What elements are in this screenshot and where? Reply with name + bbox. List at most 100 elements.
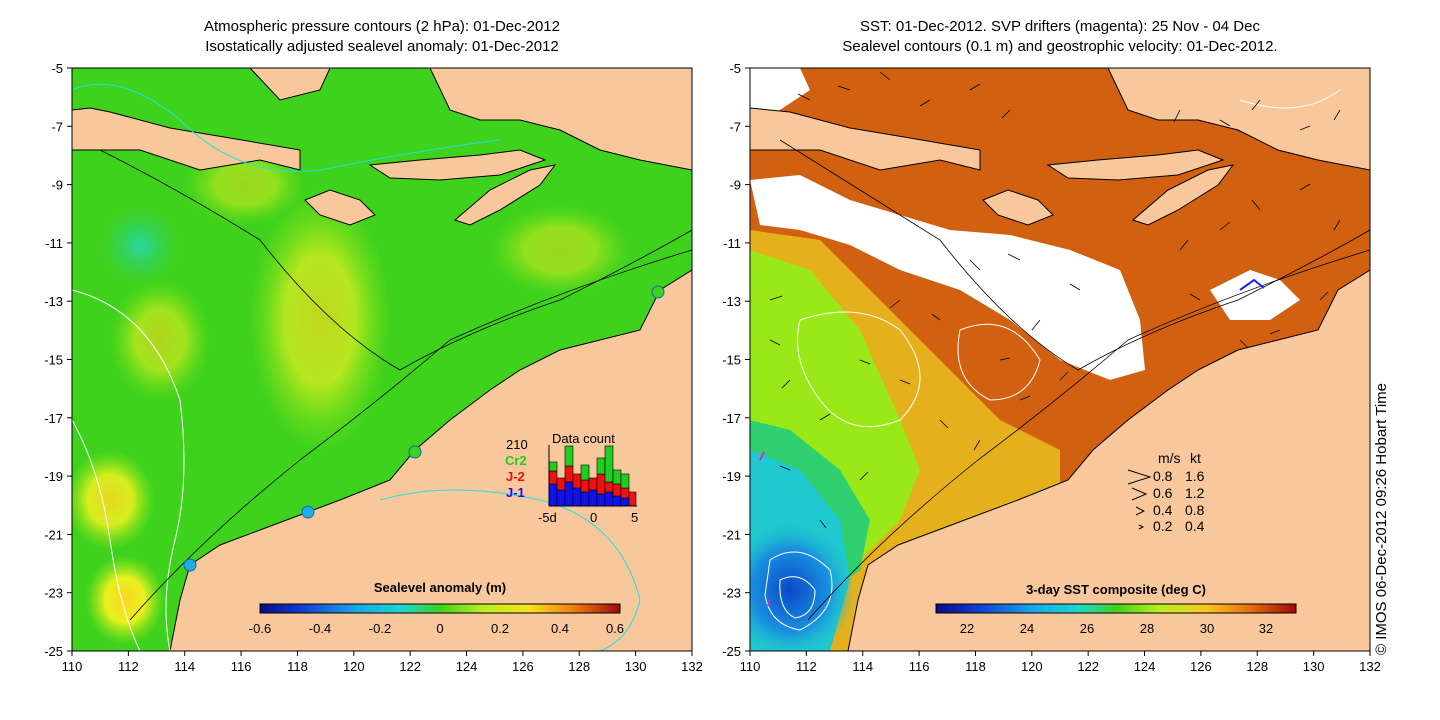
y-axis-tick-label: -15	[722, 353, 741, 368]
count-bar-cr2	[604, 445, 614, 483]
sla-colorbar-tick: 0.4	[551, 621, 569, 636]
x-axis-tick-label: 128	[568, 659, 590, 674]
svp-drifter-track	[759, 451, 771, 607]
sla-colorbar-tick: -0.2	[369, 621, 391, 636]
pressure-contour	[72, 83, 501, 172]
data-count-j1-label: J-1	[506, 485, 525, 500]
pressure-contour	[72, 289, 185, 651]
count-bar-j2	[548, 470, 558, 485]
x-axis-tick-label: 130	[625, 659, 647, 674]
sst-colorbar-tick: 26	[1080, 621, 1094, 636]
y-axis-tick-label: -11	[723, 236, 741, 251]
sla-high-patch	[85, 555, 165, 645]
sst-cloud-mask	[1210, 270, 1300, 320]
count-bar-cr2	[548, 461, 558, 472]
count-bar-j2	[588, 477, 598, 491]
y-axis-tick-label: -17	[44, 411, 63, 426]
data-count-tick-minus5: -5d	[538, 510, 557, 525]
x-axis-tick-label: 114	[174, 659, 195, 674]
data-count-j2-label: J-2	[506, 469, 525, 484]
landmass-sulawesi	[429, 68, 692, 171]
sla-colorbar-tick: 0	[436, 621, 443, 636]
x-axis-tick-label: 126	[1190, 659, 1212, 674]
count-bar-j1	[580, 491, 590, 507]
x-axis-tick-label: 118	[965, 659, 986, 674]
right-panel-title: SST: 01-Dec-2012. SVP drifters (magenta)…	[750, 17, 1370, 57]
y-axis-tick-label: -25	[722, 644, 741, 659]
x-axis-tick-label: 112	[796, 659, 817, 674]
sla-low-patch	[100, 205, 180, 285]
velocity-legend-ms: 0.6	[1153, 485, 1173, 501]
x-axis-tick-label: 132	[1359, 659, 1381, 674]
y-axis-tick-label: -19	[722, 469, 741, 484]
sla-high-patch	[490, 205, 630, 295]
y-axis-tick-label: -23	[44, 586, 63, 601]
x-axis-tick-label: 120	[343, 659, 365, 674]
count-bar-cr2	[596, 457, 606, 475]
y-axis-tick-label: -5	[729, 61, 741, 76]
island-flores	[1046, 149, 1225, 181]
count-bar-j1	[556, 489, 566, 507]
count-bar-j2	[628, 491, 637, 507]
sla-colorbar-tick: -0.6	[249, 621, 271, 636]
island-java	[750, 107, 981, 171]
y-axis-tick-label: -17	[722, 411, 741, 426]
x-axis-tick-label: 128	[1246, 659, 1268, 674]
velocity-arrow-0-8	[1127, 469, 1152, 485]
x-axis-tick-label: 120	[1021, 659, 1043, 674]
data-count-tick-0: 0	[590, 510, 597, 525]
y-axis-tick-label: -25	[44, 644, 63, 659]
y-axis-tick-label: -7	[729, 119, 741, 134]
y-axis-tick-label: -19	[44, 469, 63, 484]
x-axis-tick-label: 132	[681, 659, 703, 674]
count-bar-j1	[620, 497, 630, 507]
y-axis-tick-label: -9	[729, 178, 741, 193]
sealevel-contour	[957, 323, 1041, 401]
x-axis-tick-label: 130	[1303, 659, 1325, 674]
count-bar-j2	[604, 481, 614, 493]
velocity-legend-ms: 0.2	[1153, 518, 1173, 534]
sst-cloud-mask	[750, 175, 1145, 380]
count-bar-j2	[580, 479, 590, 493]
sla-high-patch	[72, 450, 155, 550]
count-bar-j1	[612, 495, 622, 507]
data-count-tick-5: 5	[631, 510, 638, 525]
velocity-legend-header-ms: m/s	[1158, 450, 1181, 466]
y-axis-tick-label: -13	[44, 294, 63, 309]
sst-colorbar-tick: 30	[1200, 621, 1214, 636]
data-count-cr2-label: Cr2	[505, 453, 527, 468]
x-axis-tick-label: 124	[456, 659, 478, 674]
x-axis-tick-label: 110	[62, 659, 83, 674]
count-bar-j1	[604, 491, 614, 507]
count-bar-cr2	[564, 445, 574, 467]
count-bar-j2	[564, 465, 574, 483]
velocity-vectors	[769, 71, 1341, 529]
tide-gauge-marker	[183, 558, 197, 572]
sst-colorbar: 3-day SST composite (deg C) 22 24 26 28 …	[935, 582, 1297, 636]
landmass-australia	[169, 269, 692, 651]
y-axis-tick-label: -21	[722, 527, 741, 542]
data-count-inset: 210 Cr2 J-2 J-1 Data count	[505, 431, 638, 525]
x-axis-tick-label: 124	[1134, 659, 1156, 674]
count-bar-cr2	[580, 464, 590, 481]
sst-colorbar-label: 3-day SST composite (deg C)	[1026, 582, 1206, 597]
x-axis-tick-label: 118	[287, 659, 308, 674]
count-bar-cr2	[620, 473, 630, 489]
left-panel-title: Atmospheric pressure contours (2 hPa): 0…	[72, 17, 692, 57]
y-axis-tick-label: -13	[722, 294, 741, 309]
axes-layer: 110 112 114 116 118 120 122 124 126 128 130 132 -5 -7…	[44, 61, 1381, 674]
count-bar-j1	[588, 489, 598, 507]
island-timor	[454, 164, 557, 226]
x-axis-tick-label: 112	[118, 659, 139, 674]
x-axis-tick-label: 122	[399, 659, 421, 674]
bathymetry-contour	[99, 149, 692, 371]
island-borneo-tip	[249, 68, 331, 101]
y-axis-tick-label: -15	[44, 353, 63, 368]
velocity-arrow-0-2	[1138, 524, 1145, 530]
tide-gauge-marker	[408, 445, 422, 459]
island-timor	[1132, 164, 1235, 226]
velocity-arrow-0-6	[1131, 487, 1148, 501]
count-bar-j2	[612, 483, 622, 497]
bathymetry-contour	[807, 249, 1370, 621]
velocity-legend-ms: 0.8	[1153, 468, 1173, 484]
